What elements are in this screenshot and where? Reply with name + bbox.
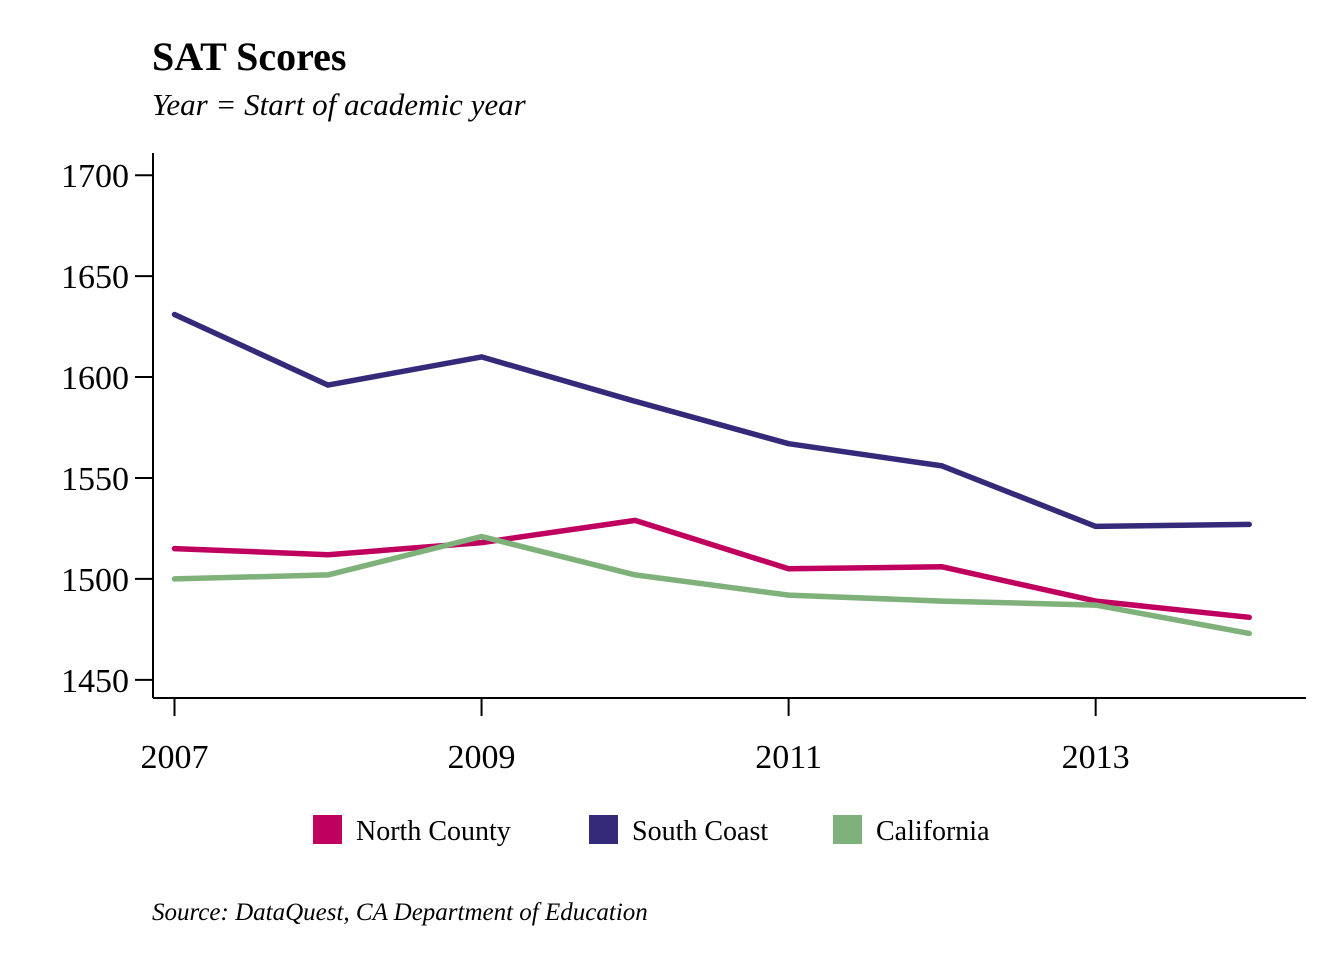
x-tick-label: 2011	[755, 739, 822, 776]
y-tick-label: 1450	[61, 663, 129, 700]
axes: 1450 1500 1550 1600 1650 1700 2007 2009 2011 201…	[61, 153, 1306, 776]
x-axis-ticks: 2007 2009 2011 2013	[140, 698, 1130, 776]
y-tick-label: 1650	[61, 259, 129, 296]
legend-item-north-county: North County	[313, 815, 511, 847]
legend-swatch	[833, 815, 862, 844]
y-tick-label: 1500	[61, 562, 129, 599]
legend-label: California	[876, 816, 990, 847]
x-tick-label: 2007	[140, 739, 208, 776]
series-line-north-county	[171, 517, 1252, 621]
series-line-south-coast	[171, 311, 1252, 530]
legend-swatch	[313, 815, 342, 844]
y-axis-ticks: 1450 1500 1550 1600 1650 1700	[61, 158, 153, 700]
chart-subtitle: Year = Start of academic year	[152, 87, 527, 122]
legend-label: South Coast	[632, 816, 768, 847]
series-layer	[171, 311, 1252, 637]
x-tick-label: 2009	[448, 739, 516, 776]
legend-label: North County	[356, 816, 511, 847]
chart-title: SAT Scores	[152, 34, 346, 79]
y-tick-label: 1600	[61, 360, 129, 397]
source-note: Source: DataQuest, CA Department of Educ…	[152, 899, 648, 926]
legend: North County South Coast California	[313, 815, 990, 847]
y-tick-label: 1550	[61, 461, 129, 498]
legend-item-california: California	[833, 815, 990, 847]
series-line-california	[171, 533, 1252, 637]
x-tick-label: 2013	[1062, 739, 1130, 776]
legend-item-south-coast: South Coast	[589, 815, 768, 847]
legend-swatch	[589, 815, 618, 844]
y-tick-label: 1700	[61, 158, 129, 195]
